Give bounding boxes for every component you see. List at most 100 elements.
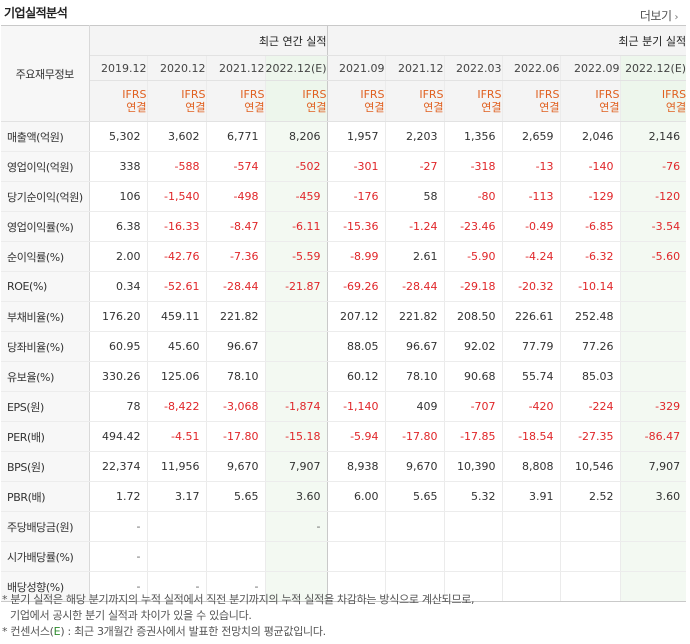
value-cell: 125.06: [146, 361, 206, 392]
value-cell: -459: [264, 181, 328, 212]
value-cell: 6,771: [205, 121, 265, 152]
chevron-right-icon: ›: [674, 12, 679, 23]
value-cell: -8.47: [205, 211, 265, 242]
value-cell: 58: [384, 181, 445, 212]
value-cell: -76: [619, 151, 687, 182]
value-cell: [264, 301, 328, 332]
basis-bottom: 연결: [244, 101, 265, 114]
value-cell: 106: [89, 181, 147, 212]
value-cell: 226.61: [501, 301, 561, 332]
table-row: 부채비율(%) 176.20 459.11 221.82 207.12 221.82 208…: [1, 301, 687, 332]
more-label: 더보기: [639, 9, 672, 23]
value-cell: [501, 541, 561, 572]
value-cell: -4.51: [146, 421, 206, 452]
value-cell: 5.65: [205, 481, 265, 512]
basis-bottom: 연결: [185, 101, 206, 114]
row-label: 영업이익(억원): [1, 151, 90, 182]
table-row: ROE(%) 0.34 -52.61 -28.44 -21.87 -69.26 -28.44…: [1, 271, 687, 302]
value-cell: 2.00: [89, 241, 147, 272]
value-cell: [559, 571, 621, 602]
value-cell: -5.60: [619, 241, 687, 272]
period-header: 2022.12(E): [264, 55, 328, 81]
period-header: 2022.06: [501, 55, 561, 81]
basis-cell: IFRS 연결: [326, 80, 386, 122]
value-cell: -27: [384, 151, 445, 182]
value-cell: -18.54: [501, 421, 561, 452]
value-cell: -7.36: [205, 241, 265, 272]
value-cell: -: [89, 541, 147, 572]
basis-cell: IFRS 연결: [443, 80, 503, 122]
row-label: 당좌비율(%): [1, 331, 90, 362]
value-cell: 77.79: [501, 331, 561, 362]
value-cell: [619, 541, 687, 572]
annual-group-header: 최근 연간 실적: [89, 25, 328, 56]
value-cell: -5.59: [264, 241, 328, 272]
footnote-1: * 분기 실적은 해당 분기까지의 누적 실적에서 직전 분기까지의 누적 실적…: [2, 593, 475, 606]
row-label: ROE(%): [1, 271, 90, 302]
basis-cell: IFRS 연결: [619, 80, 687, 122]
footnote-3-suffix: ) : 최근 3개월간 증권사에서 발표한 전망치의 평균값입니다.: [60, 625, 326, 638]
value-cell: -52.61: [146, 271, 206, 302]
basis-top: IFRS: [535, 88, 560, 101]
row-label: 배당성향(%): [1, 571, 90, 602]
value-cell: 60.12: [326, 361, 386, 392]
more-link[interactable]: 더보기 ›: [639, 7, 679, 24]
value-cell: 7,907: [619, 451, 687, 482]
row-label: 영업이익률(%): [1, 211, 90, 242]
header-label: 주요재무정보: [1, 25, 90, 122]
value-cell: 55.74: [501, 361, 561, 392]
value-cell: -27.35: [559, 421, 621, 452]
value-cell: -69.26: [326, 271, 386, 302]
basis-top: IFRS: [661, 88, 687, 101]
value-cell: 2.52: [559, 481, 621, 512]
value-cell: 7,907: [264, 451, 328, 482]
basis-cell: IFRS 연결: [501, 80, 561, 122]
value-cell: 10,546: [559, 451, 621, 482]
value-cell: [326, 571, 386, 602]
value-cell: 5.32: [443, 481, 503, 512]
value-cell: -17.80: [384, 421, 445, 452]
value-cell: -1,140: [326, 391, 386, 422]
value-cell: [619, 271, 687, 302]
value-cell: 96.67: [384, 331, 445, 362]
value-cell: -502: [264, 151, 328, 182]
value-cell: -: [89, 571, 147, 602]
table-row: BPS(원) 22,374 11,956 9,670 7,907 8,938 9,670 10…: [1, 451, 687, 482]
table-row: 시가배당률(%) -: [1, 541, 687, 572]
period-header: 2021.12: [205, 55, 265, 81]
value-cell: 338: [89, 151, 147, 182]
value-cell: -6.32: [559, 241, 621, 272]
value-cell: -1,874: [264, 391, 328, 422]
period-header: 2021.12: [384, 55, 445, 81]
basis-bottom: 연결: [126, 101, 147, 114]
value-cell: [619, 511, 687, 542]
table-row: 순이익률(%) 2.00 -42.76 -7.36 -5.59 -8.99 2.61 -5.9…: [1, 241, 687, 272]
value-cell: 1.72: [89, 481, 147, 512]
value-cell: 208.50: [443, 301, 503, 332]
value-cell: [264, 331, 328, 362]
value-cell: 8,938: [326, 451, 386, 482]
value-cell: -17.80: [205, 421, 265, 452]
value-cell: 3.91: [501, 481, 561, 512]
value-cell: -301: [326, 151, 386, 182]
value-cell: 3.60: [619, 481, 687, 512]
value-cell: [326, 511, 386, 542]
value-cell: [205, 541, 265, 572]
section-title: 기업실적분석: [4, 6, 68, 20]
value-cell: -16.33: [146, 211, 206, 242]
value-cell: [146, 511, 206, 542]
value-cell: -86.47: [619, 421, 687, 452]
period-header: 2022.09: [559, 55, 621, 81]
value-cell: [264, 361, 328, 392]
value-cell: 2,659: [501, 121, 561, 152]
value-cell: -8,422: [146, 391, 206, 422]
value-cell: [443, 541, 503, 572]
value-cell: 2,146: [619, 121, 687, 152]
value-cell: [264, 541, 328, 572]
value-cell: -3.54: [619, 211, 687, 242]
value-cell: 11,956: [146, 451, 206, 482]
value-cell: 78.10: [205, 361, 265, 392]
value-cell: 3.17: [146, 481, 206, 512]
value-cell: -: [205, 571, 265, 602]
period-header: 2022.03: [443, 55, 503, 81]
